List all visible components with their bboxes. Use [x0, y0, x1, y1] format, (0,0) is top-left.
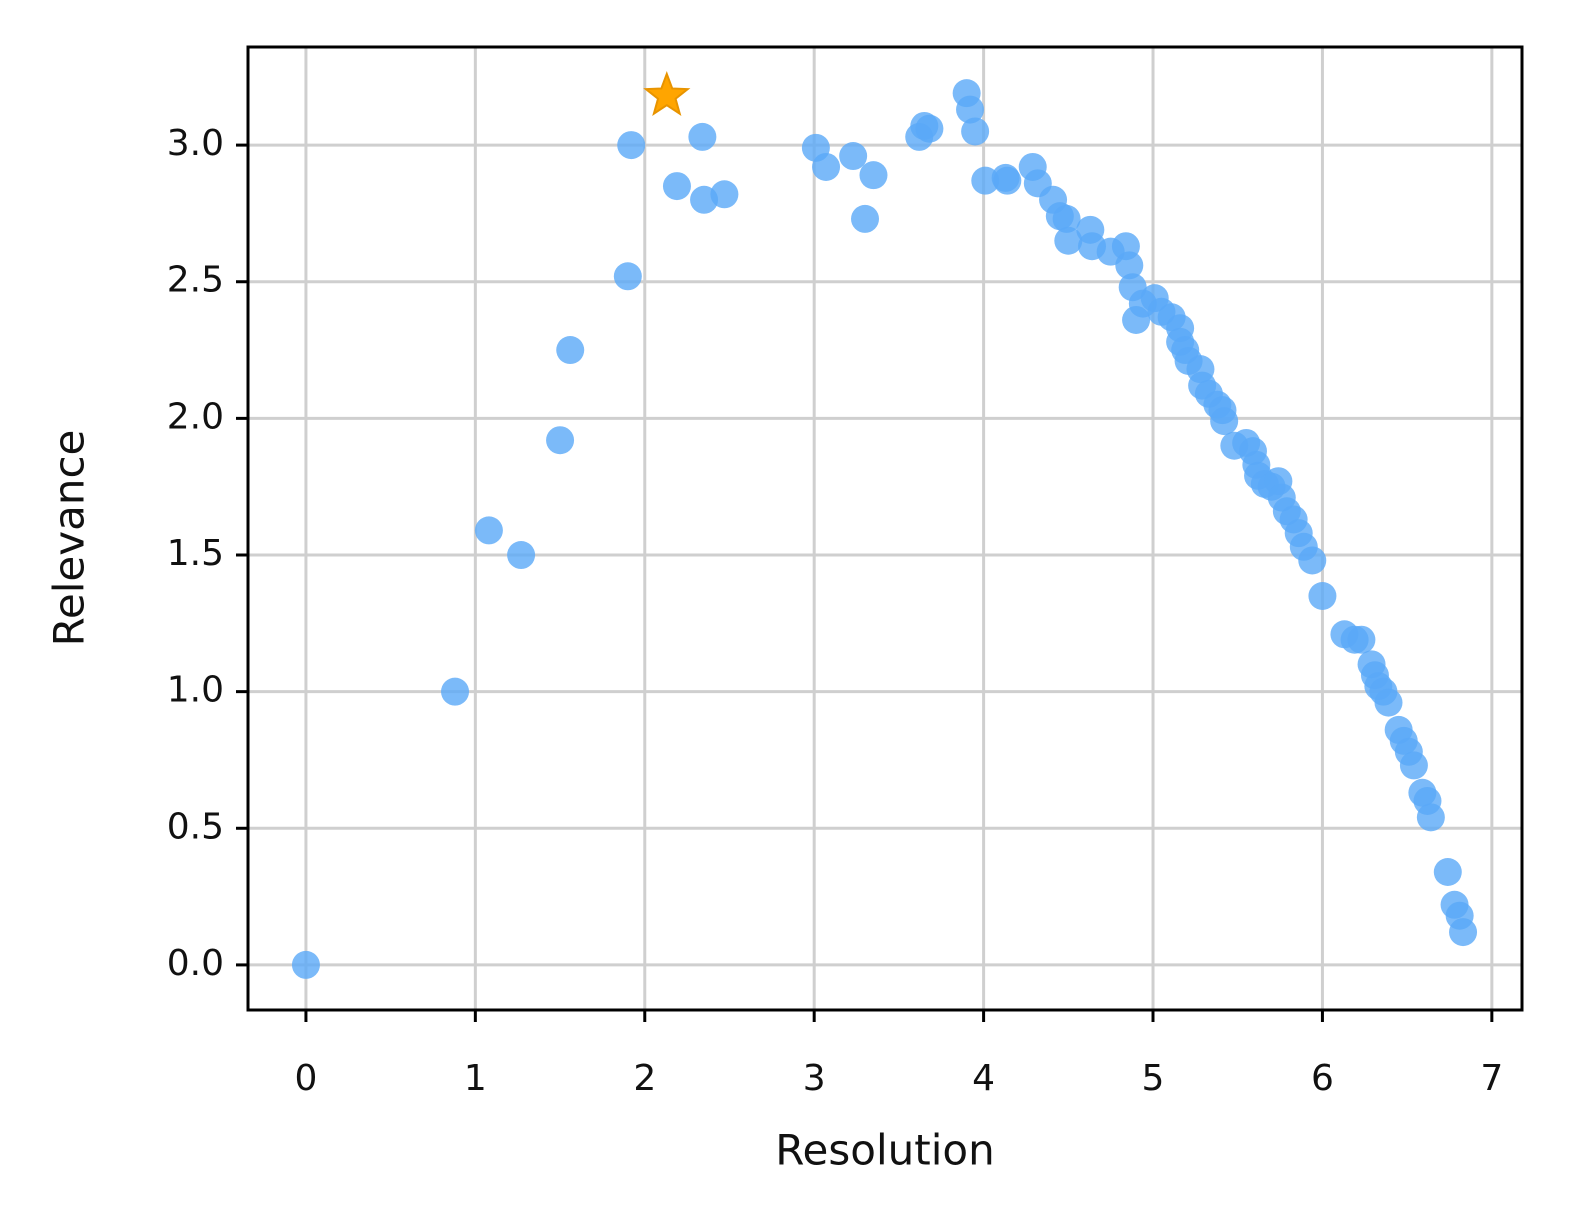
- point: [507, 541, 536, 570]
- point: [291, 950, 320, 979]
- point: [662, 172, 691, 201]
- y-tick-label: 0.0: [167, 943, 224, 984]
- point: [859, 161, 888, 190]
- point: [710, 180, 739, 209]
- point: [441, 677, 470, 706]
- point: [961, 117, 990, 146]
- point: [915, 114, 944, 143]
- x-tick-label: 3: [803, 1058, 826, 1099]
- point: [839, 142, 868, 171]
- point: [1115, 251, 1144, 280]
- point: [1449, 918, 1478, 947]
- y-tick-label: 1.5: [167, 533, 224, 574]
- point: [1416, 803, 1445, 832]
- point: [956, 95, 985, 124]
- point: [851, 204, 880, 233]
- point: [1308, 581, 1337, 610]
- point: [1374, 688, 1403, 717]
- x-tick-label: 2: [633, 1058, 656, 1099]
- point: [1433, 857, 1462, 886]
- point: [546, 426, 575, 455]
- x-tick-label: 6: [1311, 1058, 1334, 1099]
- y-tick-label: 2.5: [167, 260, 224, 301]
- y-axis-label: Relevance: [45, 430, 94, 647]
- point: [1210, 407, 1239, 436]
- point: [617, 131, 646, 160]
- point: [812, 152, 841, 181]
- point: [1298, 546, 1327, 575]
- x-tick-label: 4: [972, 1058, 995, 1099]
- point: [1054, 226, 1083, 255]
- x-tick-label: 1: [464, 1058, 487, 1099]
- point: [1347, 625, 1376, 654]
- point: [688, 122, 717, 151]
- y-tick-label: 3.0: [167, 123, 224, 164]
- y-tick-label: 2.0: [167, 396, 224, 437]
- x-tick-label: 7: [1480, 1058, 1503, 1099]
- x-axis-label: Resolution: [775, 1126, 994, 1175]
- point: [1052, 204, 1081, 233]
- point: [1399, 751, 1428, 780]
- point: [474, 516, 503, 545]
- y-tick-label: 1.0: [167, 670, 224, 711]
- star-point: [643, 71, 691, 117]
- point: [556, 336, 585, 365]
- plot-frame: [246, 45, 1524, 1012]
- x-tick-label: 0: [294, 1058, 317, 1099]
- y-tick-label: 0.5: [167, 806, 224, 847]
- point: [613, 262, 642, 291]
- point: [993, 166, 1022, 195]
- x-tick-label: 5: [1142, 1058, 1165, 1099]
